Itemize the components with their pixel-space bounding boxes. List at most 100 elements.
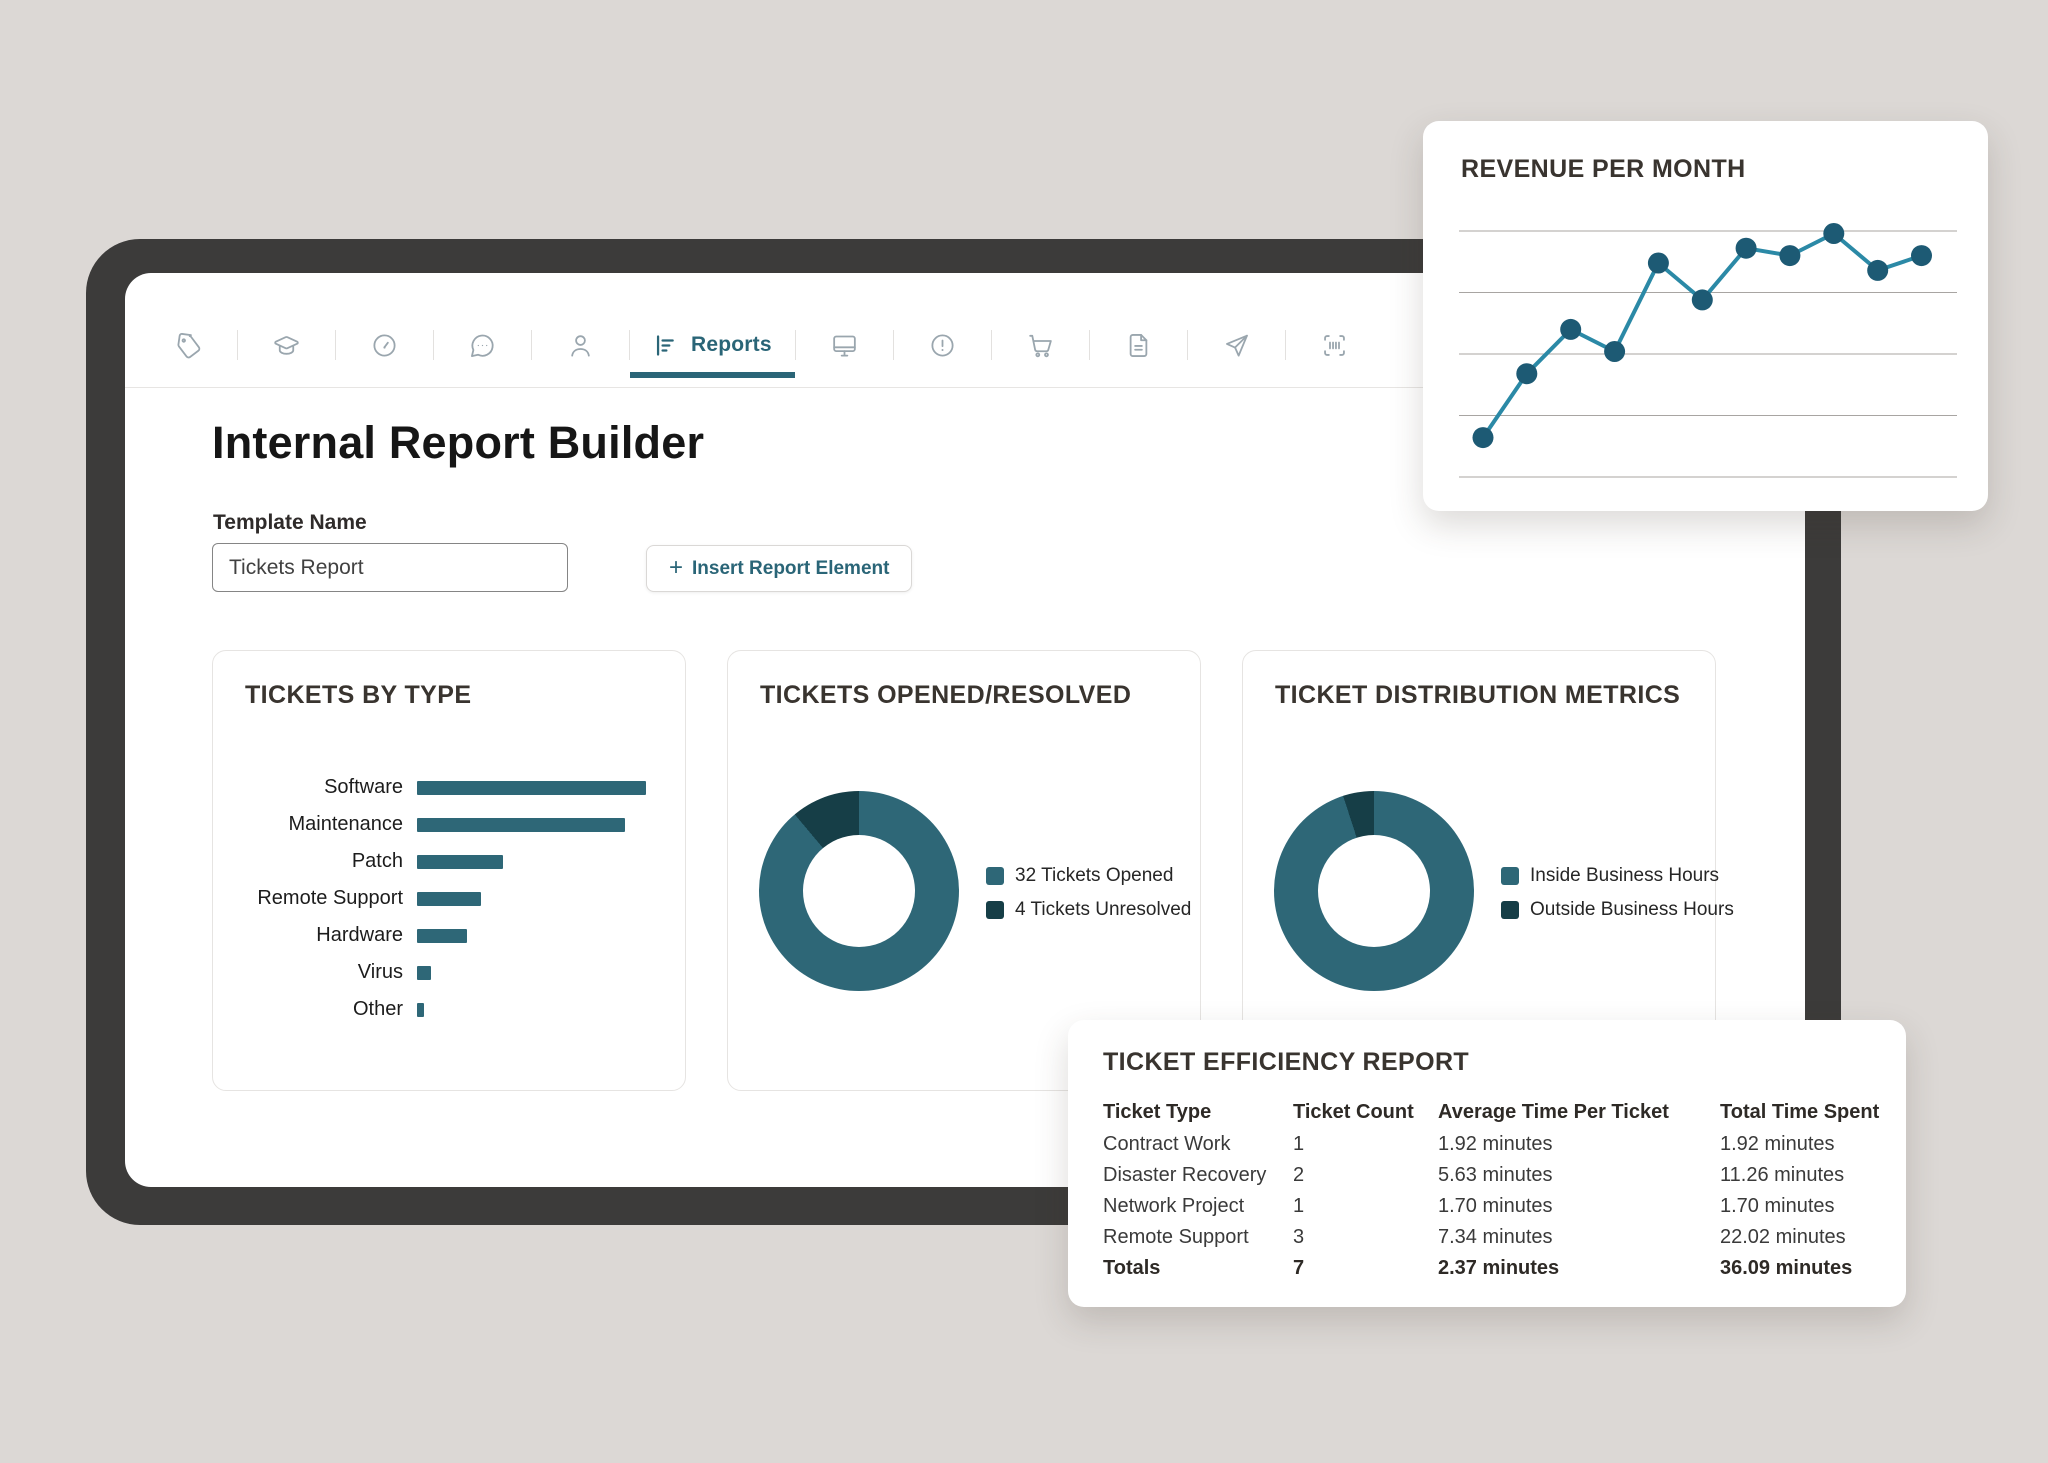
insert-report-element-label: Insert Report Element	[692, 557, 890, 579]
table-cell: Contract Work	[1103, 1133, 1231, 1155]
table-cell: 1.70 minutes	[1720, 1195, 1835, 1217]
ticket-distribution-metrics-title: TICKET DISTRIBUTION METRICS	[1275, 681, 1681, 709]
table-header-row: Ticket Type Ticket Count Average Time Per …	[1103, 1098, 1879, 1126]
table-totals-row: Totals 7 2.37 minutes 36.09 minutes	[1103, 1253, 1876, 1284]
ticket-distribution-metrics-legend: Inside Business Hours Outside Business Ho…	[1501, 863, 1734, 923]
donut-hole	[1318, 835, 1430, 947]
nav-item-label: Reports	[691, 333, 772, 356]
data-point-marker	[1823, 223, 1845, 244]
legend-item: Inside Business Hours	[1501, 863, 1734, 889]
tickets-by-type-chart: Software Maintenance Patch Remote Support Ha…	[239, 769, 665, 1028]
tickets-by-type-title: TICKETS BY TYPE	[245, 681, 472, 709]
table-cell: 2.37 minutes	[1438, 1257, 1560, 1279]
revenue-per-month-line-chart	[1459, 223, 1957, 478]
bar-category-label: Maintenance	[288, 813, 403, 835]
monitor-icon	[832, 335, 856, 357]
data-point-marker	[1735, 237, 1757, 259]
data-point-marker	[1911, 245, 1932, 267]
table-cell: 36.09 minutes	[1720, 1257, 1853, 1279]
template-name-label: Template Name	[213, 511, 367, 534]
insert-report-element-button[interactable]: + Insert Report Element	[646, 545, 913, 592]
table-cell: Ticket Type	[1103, 1100, 1212, 1123]
table-row: Remote Support 3 7.34 minutes 22.02 minutes	[1103, 1222, 1876, 1253]
table-cell: Disaster Recovery	[1103, 1164, 1267, 1186]
data-point-marker	[1560, 318, 1582, 340]
tickets-by-type-card: TICKETS BY TYPE Software Maintenance Patch…	[212, 650, 686, 1091]
nav-separator	[990, 330, 992, 360]
legend-swatch	[986, 867, 1004, 885]
bar-row-other: Other	[239, 991, 665, 1028]
nav-separator	[433, 330, 434, 360]
tickets-opened-resolved-title: TICKETS OPENED/RESOLVED	[760, 681, 1132, 709]
nav-item-file[interactable]	[1090, 303, 1187, 387]
nav-separator	[1088, 330, 1090, 360]
nav-item-gauge[interactable]	[336, 303, 433, 387]
bar	[417, 817, 625, 832]
cart-icon	[1029, 334, 1052, 357]
bar-category-label: Software	[324, 776, 403, 798]
plus-icon: +	[669, 553, 684, 581]
nav-item-user[interactable]	[532, 303, 629, 387]
bar-row-patch: Patch	[239, 843, 665, 880]
alert-circle-icon	[931, 333, 954, 357]
nav-item-monitor[interactable]	[796, 303, 893, 387]
table-cell: 7.34 minutes	[1438, 1226, 1553, 1248]
ticket-efficiency-report-title: TICKET EFFICIENCY REPORT	[1103, 1048, 1470, 1076]
nav-separator	[794, 330, 796, 360]
legend-item: Outside Business Hours	[1501, 897, 1734, 923]
bar-row-remote-support: Remote Support	[239, 880, 665, 917]
legend-item: 4 Tickets Unresolved	[986, 897, 1191, 923]
page-title: Internal Report Builder	[212, 417, 705, 468]
file-icon	[1129, 333, 1148, 357]
nav-separator	[531, 330, 532, 360]
bar-row-software: Software	[239, 769, 665, 806]
bar	[417, 854, 503, 869]
nav-item-alert-circle[interactable]	[894, 303, 991, 387]
table-cell: 3	[1293, 1226, 1305, 1248]
nav-separator	[1284, 330, 1286, 360]
user-icon	[571, 334, 590, 357]
table-cell: 1	[1293, 1133, 1305, 1155]
bar-row-virus: Virus	[239, 954, 665, 991]
tickets-opened-resolved-card: TICKETS OPENED/RESOLVED 32 Tickets Opene…	[727, 650, 1201, 1091]
legend-label: 4 Tickets Unresolved	[1015, 899, 1192, 920]
legend-item: 32 Tickets Opened	[986, 863, 1191, 889]
nav-item-barcode[interactable]	[1286, 303, 1383, 387]
bar-category-label: Other	[352, 998, 403, 1020]
bar-chart-icon	[656, 334, 674, 356]
nav-item-graduation-cap[interactable]	[238, 303, 335, 387]
chat-icon	[471, 334, 494, 357]
legend-label: 32 Tickets Opened	[1015, 865, 1174, 886]
bar-category-label: Patch	[351, 850, 403, 872]
data-point-marker	[1604, 341, 1626, 362]
nav-item-chat[interactable]	[434, 303, 531, 387]
nav-item-cart[interactable]	[992, 303, 1089, 387]
revenue-per-month-card: REVENUE PER MONTH	[1423, 121, 1988, 511]
ticket-efficiency-table: Ticket Type Ticket Count Average Time Per …	[1103, 1098, 1879, 1284]
table-cell: Average Time Per Ticket	[1438, 1100, 1669, 1123]
table-cell: 1	[1293, 1195, 1305, 1217]
table-cell: 22.02 minutes	[1720, 1226, 1846, 1248]
legend-swatch	[1501, 901, 1519, 919]
table-row: Contract Work 1 1.92 minutes 1.92 minutes	[1103, 1129, 1876, 1160]
nav-item-reports[interactable]: Reports	[630, 303, 795, 387]
bar	[417, 928, 468, 943]
legend-label: Outside Business Hours	[1530, 899, 1734, 920]
table-row: Disaster Recovery 2 5.63 minutes 11.26 minu…	[1103, 1160, 1876, 1191]
ticket-distribution-metrics-donut-chart	[1274, 791, 1474, 991]
table-cell: 11.26 minutes	[1720, 1164, 1845, 1186]
table-cell: 2	[1293, 1164, 1305, 1186]
nav-separator	[629, 330, 630, 360]
bar	[417, 891, 482, 906]
table-cell: Totals	[1103, 1257, 1161, 1279]
donut-hole	[803, 835, 915, 947]
bar-category-label: Remote Support	[257, 887, 403, 909]
gauge-icon	[373, 333, 396, 357]
nav-separator	[237, 330, 238, 360]
nav-item-plane[interactable]	[1188, 303, 1285, 387]
nav-item-tag[interactable]	[140, 303, 237, 387]
template-name-input[interactable]	[212, 543, 568, 592]
ticket-efficiency-report-card: TICKET EFFICIENCY REPORT Ticket Type Tick…	[1068, 1020, 1906, 1307]
graduation-cap-icon	[274, 335, 299, 355]
table-cell: Network Project	[1103, 1195, 1245, 1217]
